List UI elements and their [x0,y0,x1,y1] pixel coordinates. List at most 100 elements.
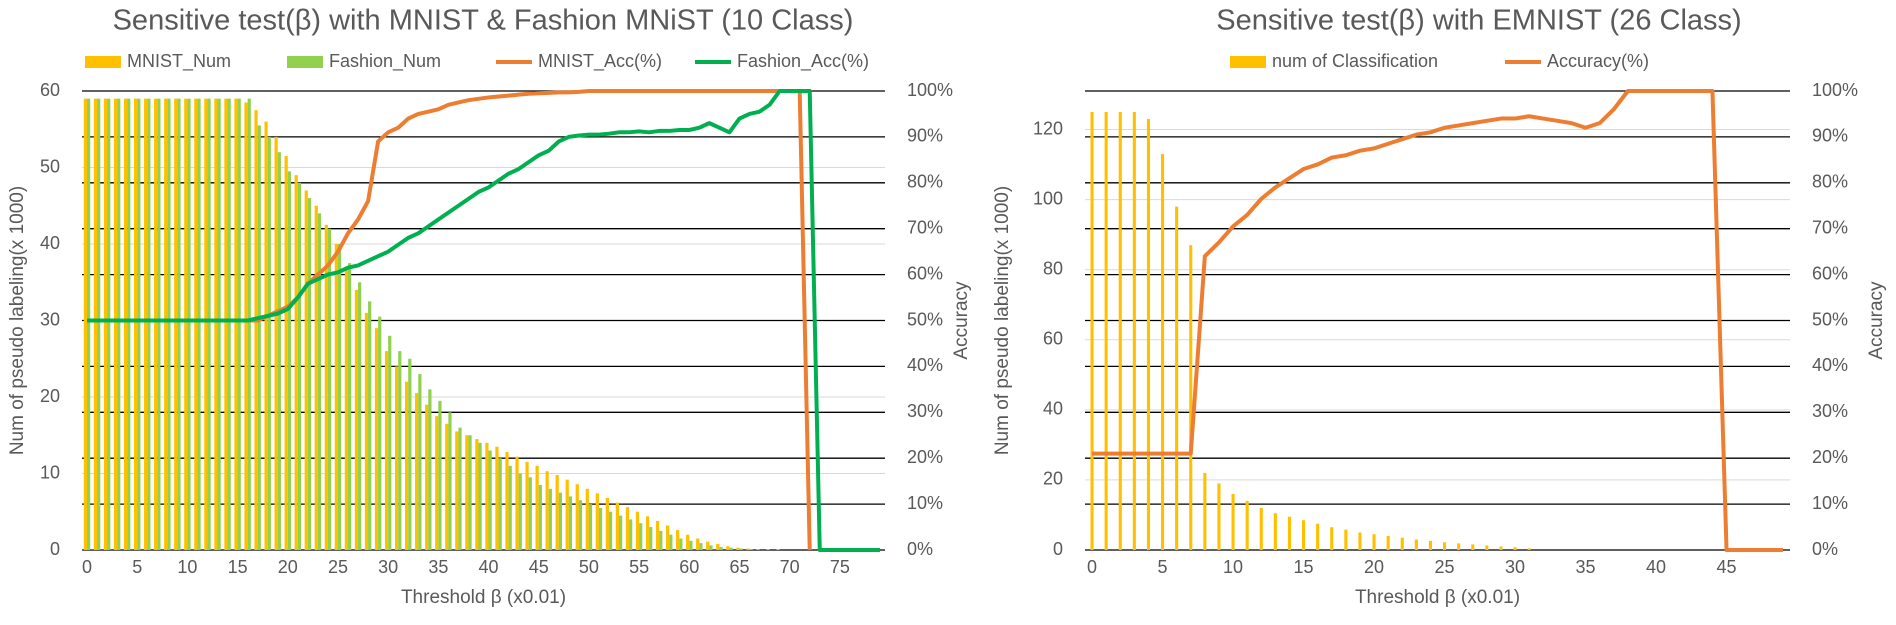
y2-tick-label: 70% [907,217,943,237]
y2-tick-label: 70% [1812,217,1848,237]
bar [374,328,379,550]
x-tick-label: 35 [428,557,448,577]
bar [1400,537,1404,550]
bar [415,393,419,550]
bar [525,462,529,550]
bar [418,374,422,550]
bar [696,538,700,550]
legend-label: Accuracy(%) [1547,51,1649,71]
y2-tick-label: 20% [1812,447,1848,467]
legend-label: MNIST_Num [127,51,231,72]
x-tick-label: 40 [1646,557,1666,577]
bar [244,102,248,550]
bar [354,289,359,550]
bar [207,98,211,551]
bar [676,530,680,550]
bar [1358,532,1362,550]
y-tick-label: 20 [40,386,60,406]
bar [595,493,599,550]
x-tick-label: 15 [1294,557,1314,577]
bar [1485,545,1489,550]
bar [254,110,258,550]
bar [625,507,630,550]
bar [1344,529,1348,550]
bar [1146,119,1151,551]
y2-tick-label: 30% [907,401,943,421]
bar [287,171,291,550]
bar [545,471,549,550]
bar [645,516,650,550]
bar [137,98,141,551]
bar [317,213,322,550]
bar [689,540,693,550]
bar [605,497,609,550]
bar [1372,534,1376,550]
y-tick-label: 100 [1033,188,1063,208]
y-tick-label: 60 [40,80,60,100]
bar [518,473,522,550]
bar [234,98,238,551]
bar [1118,112,1122,551]
bar [1414,539,1418,550]
bar [127,98,131,551]
bar [1301,520,1306,550]
x-tick-label: 30 [378,557,398,577]
legend-swatch [287,56,323,68]
y2-tick-label: 100% [907,80,953,100]
y2-tick-label: 60% [907,263,943,283]
bar [435,416,439,550]
y2-axis-label: Accuracy [1866,281,1887,360]
bar [1132,112,1136,551]
bar [83,98,88,551]
bar [1442,542,1447,550]
bar [465,435,469,550]
bar [555,475,559,550]
bar [558,492,562,550]
bar [749,549,753,550]
bar [93,98,98,551]
bar [398,351,402,550]
bar [123,98,128,551]
bar [1203,472,1207,550]
bar [103,98,108,551]
y2-tick-label: 30% [1812,401,1848,421]
bar [508,465,512,550]
bar [347,263,352,550]
bar [324,224,328,550]
x-tick-label: 45 [529,557,549,577]
bar [448,412,452,550]
bar [485,442,489,550]
bar [706,541,710,550]
y2-tick-label: 0% [1812,539,1838,559]
x-tick-label: 60 [679,557,699,577]
bar [337,244,342,550]
bar [756,549,760,550]
bar [458,427,462,550]
y2-tick-label: 50% [1812,309,1848,329]
x-tick-label: 40 [479,557,499,577]
bar [394,366,399,550]
y-tick-label: 50 [40,156,60,176]
y-tick-label: 10 [40,462,60,482]
bar [528,477,532,550]
bar [1231,493,1235,550]
bar [164,98,168,551]
y2-tick-label: 10% [1812,493,1848,513]
y2-axis-label: Accuracy [951,281,972,360]
bar [729,547,733,550]
bar [1245,500,1249,550]
line-series [1092,89,1783,552]
y2-tick-label: 100% [1812,80,1858,100]
bar [267,136,271,550]
y-tick-label: 40 [1043,399,1063,419]
bar [204,98,208,551]
bar [1499,546,1503,550]
y-tick-label: 30 [40,309,60,329]
bar [455,431,459,550]
y2-tick-label: 50% [907,309,943,329]
bar [438,400,442,550]
bar [1090,112,1094,551]
bar [1527,548,1531,550]
